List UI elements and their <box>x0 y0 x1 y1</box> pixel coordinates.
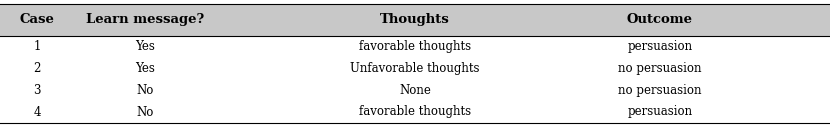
Text: Learn message?: Learn message? <box>86 13 204 26</box>
Text: Thoughts: Thoughts <box>380 13 450 26</box>
Text: no persuasion: no persuasion <box>618 84 701 97</box>
Text: Outcome: Outcome <box>627 13 693 26</box>
Text: Yes: Yes <box>135 40 155 53</box>
Text: persuasion: persuasion <box>627 40 692 53</box>
Text: No: No <box>137 105 154 119</box>
Text: favorable thoughts: favorable thoughts <box>359 105 471 119</box>
Text: Case: Case <box>20 13 55 26</box>
Text: Yes: Yes <box>135 62 155 75</box>
Text: no persuasion: no persuasion <box>618 62 701 75</box>
Text: favorable thoughts: favorable thoughts <box>359 40 471 53</box>
Text: 4: 4 <box>33 105 42 119</box>
Text: 3: 3 <box>33 84 42 97</box>
Text: persuasion: persuasion <box>627 105 692 119</box>
Text: No: No <box>137 84 154 97</box>
Text: Unfavorable thoughts: Unfavorable thoughts <box>350 62 480 75</box>
Text: 2: 2 <box>34 62 41 75</box>
Text: None: None <box>399 84 431 97</box>
Bar <box>0 4 830 36</box>
Text: 1: 1 <box>34 40 41 53</box>
